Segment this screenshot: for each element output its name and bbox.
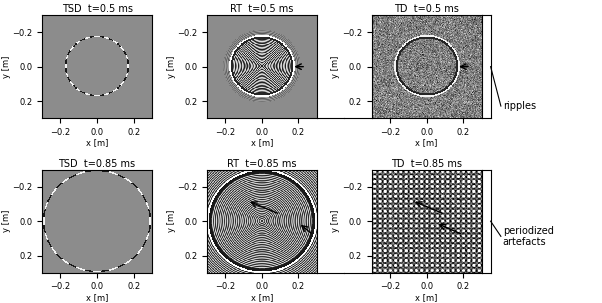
Title: RT  t=0.5 ms: RT t=0.5 ms xyxy=(230,4,294,14)
Y-axis label: y [m]: y [m] xyxy=(2,55,11,78)
Title: TSD  t=0.5 ms: TSD t=0.5 ms xyxy=(61,4,132,14)
Title: TD  t=0.5 ms: TD t=0.5 ms xyxy=(394,4,459,14)
Title: TSD  t=0.85 ms: TSD t=0.85 ms xyxy=(58,159,135,169)
X-axis label: x [m]: x [m] xyxy=(250,138,273,147)
Title: TD  t=0.85 ms: TD t=0.85 ms xyxy=(391,159,462,169)
X-axis label: x [m]: x [m] xyxy=(415,293,438,302)
Y-axis label: y [m]: y [m] xyxy=(167,55,176,78)
X-axis label: x [m]: x [m] xyxy=(86,138,108,147)
Y-axis label: y [m]: y [m] xyxy=(332,210,341,232)
X-axis label: x [m]: x [m] xyxy=(86,293,108,302)
Y-axis label: y [m]: y [m] xyxy=(332,55,341,78)
Y-axis label: y [m]: y [m] xyxy=(2,210,11,232)
X-axis label: x [m]: x [m] xyxy=(250,293,273,302)
X-axis label: x [m]: x [m] xyxy=(415,138,438,147)
Text: periodized
artefacts: periodized artefacts xyxy=(503,225,554,247)
Y-axis label: y [m]: y [m] xyxy=(167,210,176,232)
Text: ripples: ripples xyxy=(503,101,536,111)
Title: RT  t=0.85 ms: RT t=0.85 ms xyxy=(227,159,297,169)
